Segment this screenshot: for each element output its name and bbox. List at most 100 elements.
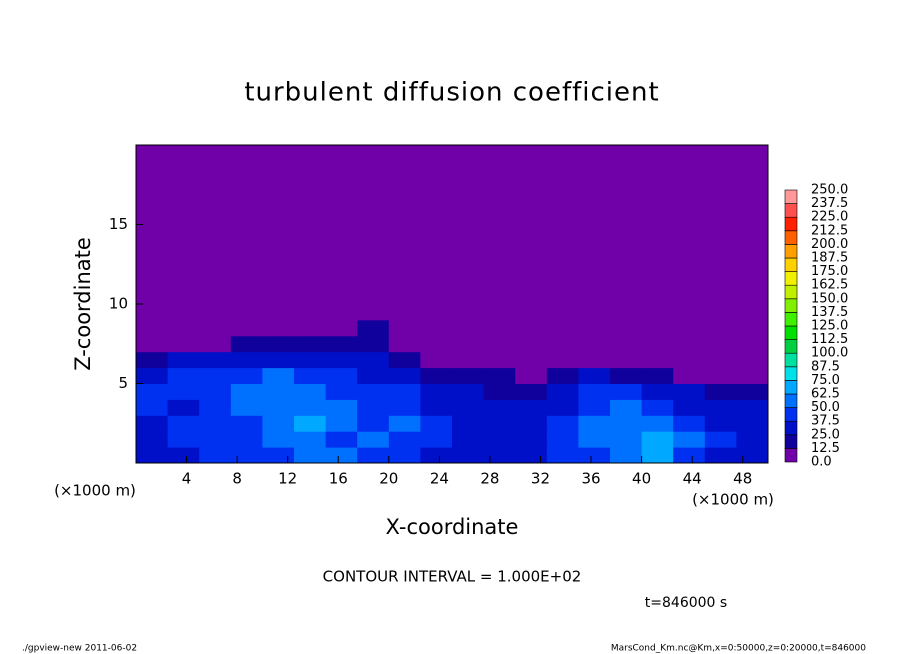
colorbar-swatch: [784, 271, 798, 286]
heat-cell: [199, 145, 232, 321]
colorbar-label: 100.0: [811, 346, 848, 361]
heat-cell: [388, 335, 421, 353]
heat-cell: [452, 367, 485, 384]
colorbar-label: 162.5: [811, 278, 848, 293]
heat-cell: [136, 431, 169, 448]
heat-cell: [515, 335, 548, 353]
annotation: CONTOUR INTERVAL = 1.000E+02: [323, 568, 582, 586]
heat-cell: [483, 447, 516, 464]
x-unit-left: (×1000 m): [54, 482, 136, 500]
x-axis-title: X-coordinate: [386, 515, 519, 539]
heat-cell: [167, 415, 200, 432]
chart-title: turbulent diffusion coefficient: [244, 78, 659, 108]
heat-cell: [452, 399, 485, 416]
heat-cell: [294, 399, 327, 416]
heat-cell: [546, 383, 579, 400]
heat-cell: [199, 367, 232, 384]
heat-cell: [294, 319, 327, 337]
heat-cell: [230, 415, 263, 432]
heat-cell: [578, 431, 611, 448]
heat-cell: [388, 367, 421, 384]
colorbar-label: 250.0: [811, 183, 848, 198]
heat-cell: [420, 367, 453, 384]
footer-left: ./gpview-new 2011-06-02: [22, 644, 137, 654]
heat-cell: [641, 367, 674, 384]
heat-cell: [610, 145, 643, 321]
heat-cell: [325, 447, 358, 464]
heat-cell: [610, 335, 643, 353]
heat-cell: [199, 399, 232, 416]
heat-cell: [704, 145, 737, 321]
heat-cell: [325, 145, 358, 321]
heat-cell: [357, 351, 390, 369]
heat-cell: [515, 399, 548, 416]
heat-cell: [262, 415, 295, 432]
heat-cell: [420, 447, 453, 464]
heat-cell: [294, 431, 327, 448]
heat-cell: [483, 319, 516, 337]
heat-cell: [515, 383, 548, 400]
heat-cell: [167, 399, 200, 416]
heat-cell: [230, 351, 263, 369]
heat-cell: [641, 415, 674, 432]
x-tick-label: 44: [683, 470, 702, 488]
heat-cell: [388, 351, 421, 369]
heat-cell: [673, 367, 706, 384]
colorbar-swatch: [784, 257, 798, 272]
heat-cell: [357, 415, 390, 432]
heat-cell: [167, 431, 200, 448]
heat-cell: [736, 415, 769, 432]
heat-cell: [736, 351, 769, 369]
heat-cell: [610, 431, 643, 448]
colorbar-swatch: [784, 244, 798, 259]
heat-cell: [262, 319, 295, 337]
heat-cell: [325, 431, 358, 448]
heat-cell: [641, 447, 674, 464]
heat-cell: [515, 431, 548, 448]
heat-cell: [736, 383, 769, 400]
heat-cell: [736, 145, 769, 321]
heat-cell: [199, 383, 232, 400]
heat-cell: [262, 145, 295, 321]
heat-cell: [420, 335, 453, 353]
heat-cell: [483, 335, 516, 353]
heat-cell: [483, 383, 516, 400]
heat-cell: [515, 447, 548, 464]
heat-cell: [136, 399, 169, 416]
heat-cell: [262, 351, 295, 369]
x-tick-label: 8: [232, 470, 242, 488]
heat-cell: [673, 415, 706, 432]
colorbar-swatch: [784, 284, 798, 300]
heat-cell: [262, 367, 295, 384]
heat-cell: [546, 351, 579, 369]
colorbar-label: 187.5: [811, 251, 848, 266]
heat-cell: [578, 447, 611, 464]
heat-cell: [357, 367, 390, 384]
heat-cell: [578, 399, 611, 416]
heat-cell: [357, 319, 390, 337]
heat-cell: [673, 335, 706, 353]
heat-cell: [230, 367, 263, 384]
heat-cell: [704, 383, 737, 400]
heat-cell: [167, 447, 200, 464]
heat-cell: [420, 431, 453, 448]
heat-cell: [136, 145, 169, 321]
heat-cell: [420, 145, 453, 321]
heat-cell: [325, 367, 358, 384]
heat-cell: [167, 351, 200, 369]
heat-cell: [199, 447, 232, 464]
colorbar-swatch: [784, 407, 798, 422]
colorbar-swatch: [784, 230, 798, 245]
heat-cell: [610, 415, 643, 432]
x-tick-label: 16: [329, 470, 348, 488]
heat-cell: [136, 351, 169, 369]
heat-cell: [483, 431, 516, 448]
x-unit-right: (×1000 m): [692, 491, 774, 509]
y-tick-label: 10: [109, 295, 128, 313]
heat-cell: [546, 367, 579, 384]
heat-cell: [420, 415, 453, 432]
heat-cell: [704, 335, 737, 353]
footer-right: MarsCond_Km.nc@Km,x=0:50000,z=0:20000,t=…: [611, 644, 866, 654]
x-tick-label: 24: [430, 470, 449, 488]
heat-cell: [136, 447, 169, 464]
